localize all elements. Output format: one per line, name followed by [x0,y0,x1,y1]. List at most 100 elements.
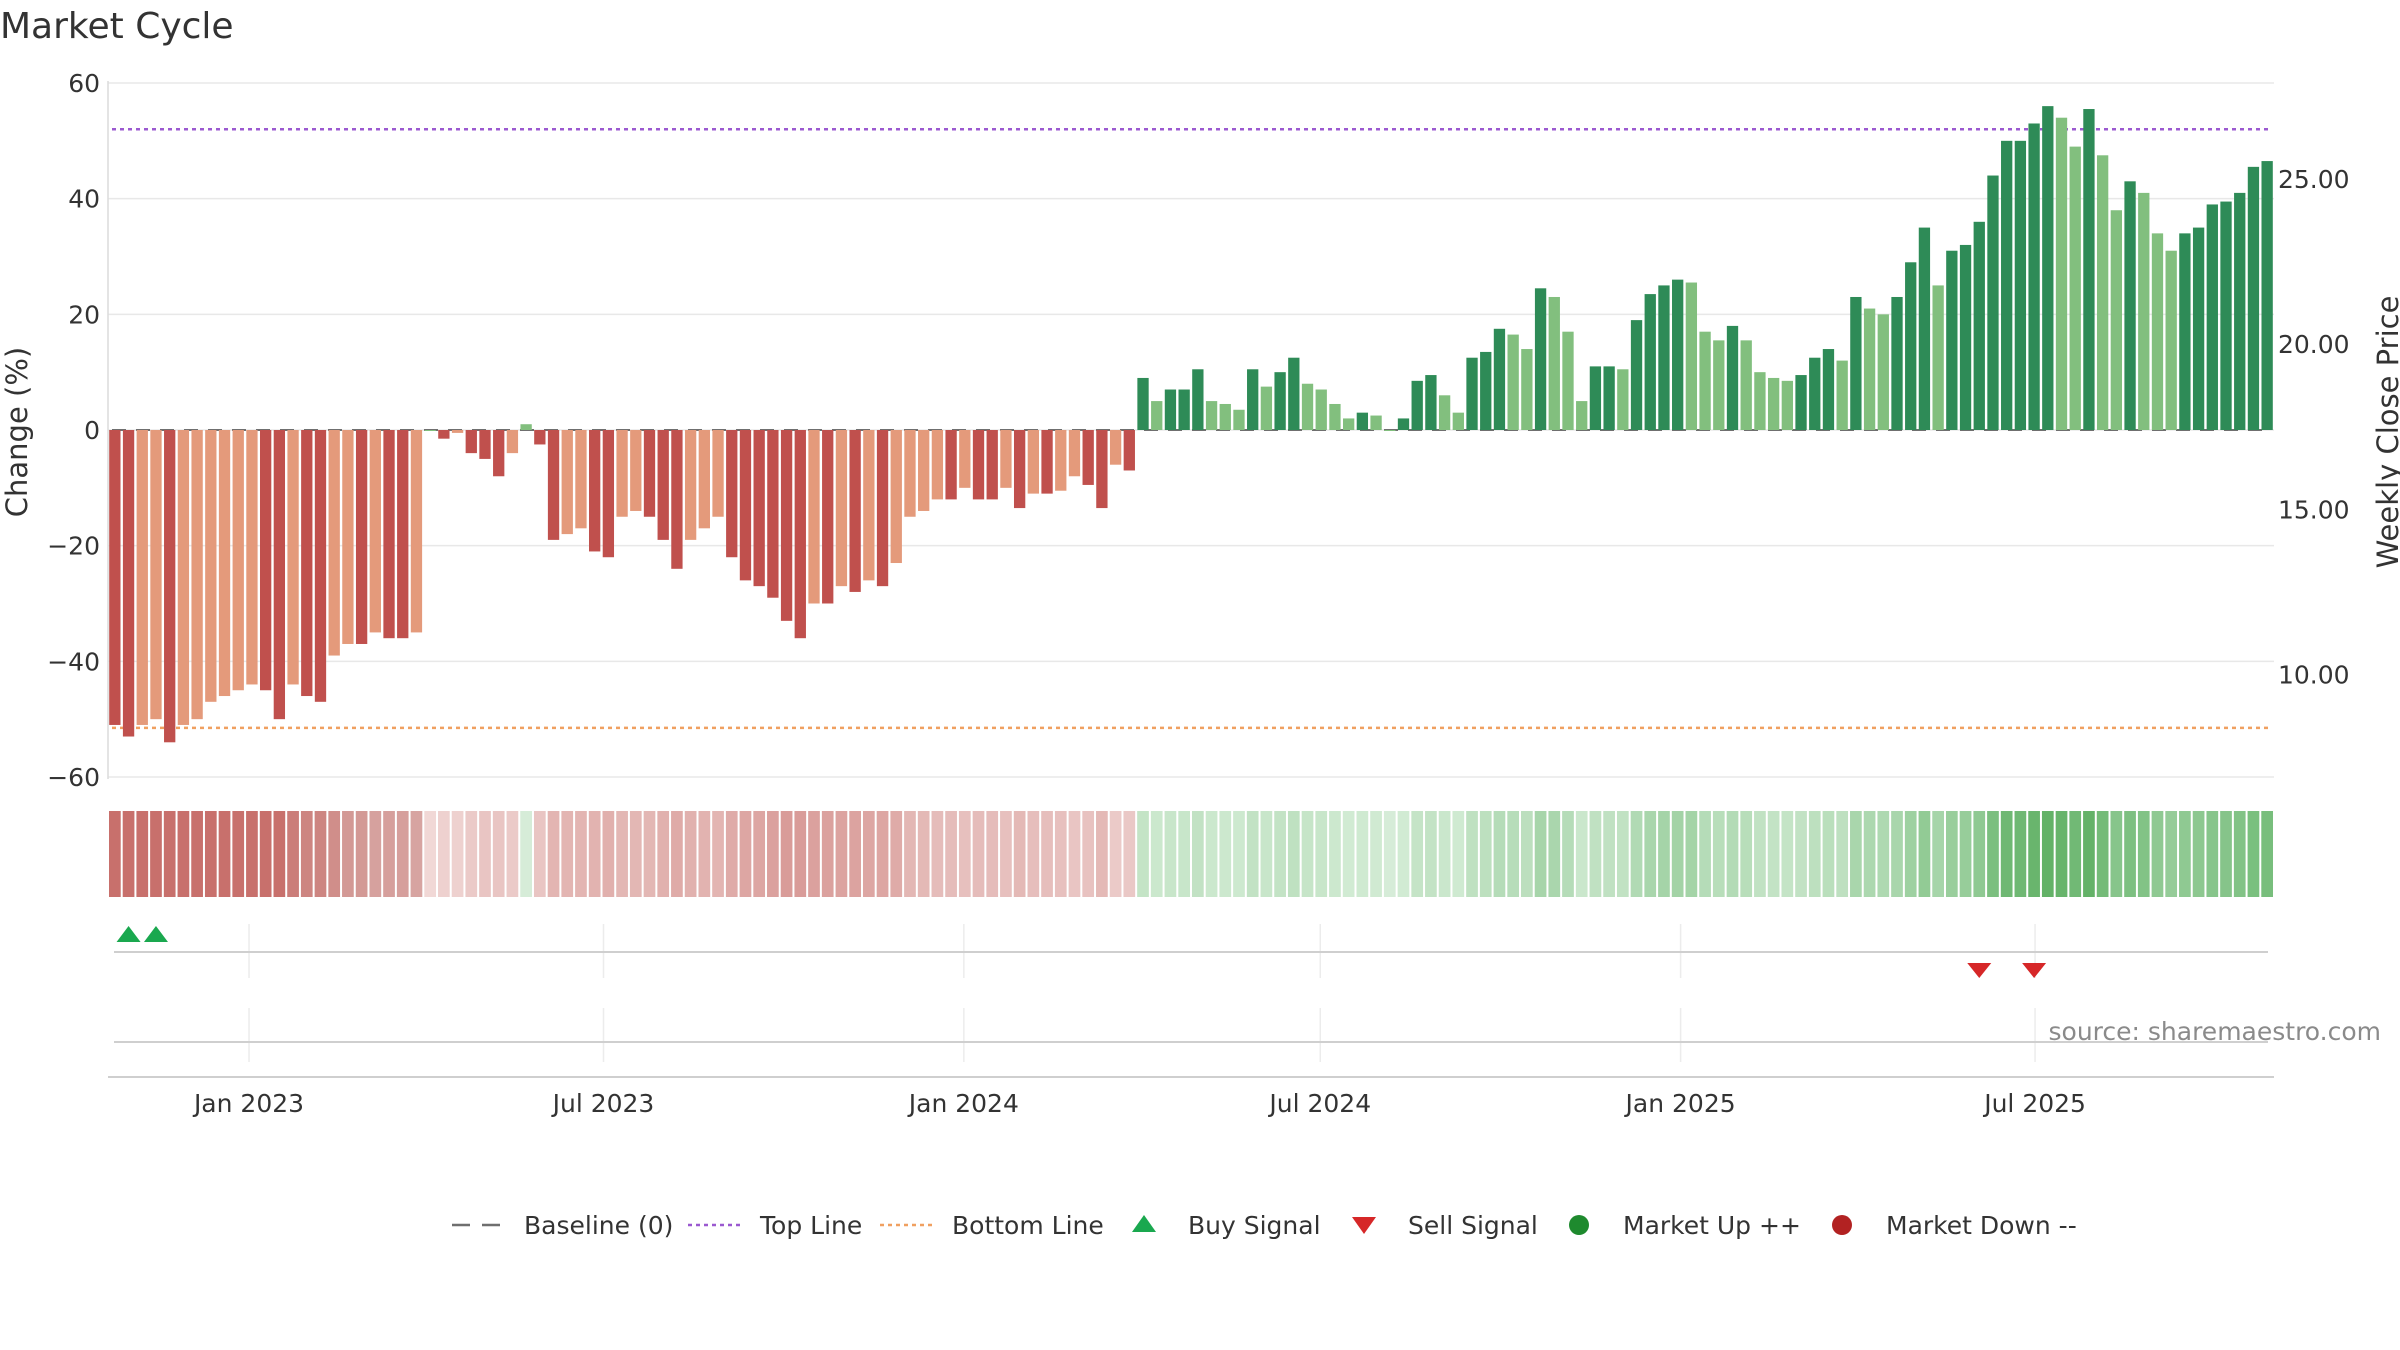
strip-cell [1630,811,1643,897]
change-bar [876,430,889,587]
change-bar [643,430,656,517]
strip-cell [163,811,176,897]
change-bar [2261,161,2273,430]
strip-cell [684,811,697,897]
change-bar [1713,340,1725,430]
strip-cell [1603,811,1615,897]
change-bar [602,430,615,558]
strip-cell [1644,811,1657,897]
change-bar [205,430,217,702]
change-bar [739,430,752,581]
strip-cell [232,811,245,897]
strip-cell [1123,811,1136,897]
strip-cell [1137,811,1149,897]
change-bar [890,430,902,564]
strip-cell [2233,811,2246,897]
change-bar [1644,294,1656,430]
strip-cell [1178,811,1190,897]
legend-item-buy: Buy Signal [1132,1211,1321,1240]
strip-cell [506,811,519,897]
strip-cell [1164,811,1177,897]
change-bar [2179,233,2191,430]
strip-cell [2261,811,2273,897]
change-bar [301,430,313,697]
strip-cell [1685,811,1698,897]
change-bar [451,430,464,433]
change-bar [575,430,587,529]
change-bar [822,430,834,604]
change-bar [616,430,628,517]
change-bar [1603,366,1615,430]
strip-cell [780,811,793,897]
change-bar [246,430,258,685]
change-bar [1562,331,1574,430]
change-bar [1370,415,1382,430]
change-bar [849,430,861,592]
change-bar [1493,328,1506,430]
strip-cell [2192,811,2205,897]
strip-cell [1726,811,1739,897]
strip-cell [575,811,587,897]
change-bar [1082,430,1094,485]
change-bar [150,430,162,720]
change-bar [671,430,683,569]
change-bar [355,430,368,644]
strip-cell [931,811,944,897]
change-bar [547,430,560,540]
strip-cell [958,811,971,897]
strip-cell [1534,811,1547,897]
change-bar [2042,106,2054,430]
change-bar [698,430,710,529]
strip-cell [2014,811,2027,897]
strip-cell [986,811,999,897]
change-bar [561,430,573,535]
strip-cell [1192,811,1204,897]
strip-cell [150,811,162,897]
strip-cell [547,811,560,897]
strip-cell [1287,811,1300,897]
change-bar [972,430,985,500]
strip-cell [739,811,752,897]
change-bar [1013,430,1026,509]
change-bar [1617,369,1629,430]
change-bar [2247,166,2260,430]
legend-item-bottom: Bottom Line [880,1211,1104,1240]
strip-cell [1027,811,1040,897]
change-bar [410,430,423,633]
strip-cell [1932,811,1944,897]
strip-cell [1781,811,1794,897]
strip-cell [890,811,903,897]
change-bar [314,430,327,702]
change-bar [1397,418,1410,430]
change-bar [2151,233,2164,430]
legend-swatch-down [1832,1215,1852,1235]
strip-cell [643,811,656,897]
strip-cell [191,811,203,897]
strip-cell [1082,811,1095,897]
change-bar [767,430,779,598]
y2-tick-label: 25.00 [2278,165,2350,194]
strip-cell [1301,811,1314,897]
strip-cell [2041,811,2054,897]
change-bar [630,430,642,511]
buy-signal-marker [116,926,141,942]
y-tick-label: −60 [47,763,100,792]
change-bar [753,430,765,587]
change-bar [342,430,354,644]
legend-label-baseline: Baseline (0) [524,1211,673,1240]
legend-item-down: Market Down -- [1832,1211,2077,1240]
change-bar [1918,227,1931,430]
strip-cell [1836,811,1849,897]
strip-cell [1521,811,1533,897]
x-tick-label: Jan 2023 [192,1089,304,1118]
strip-cell [520,811,532,897]
strip-cell [808,811,820,897]
strip-cell [1397,811,1410,897]
change-bar [684,430,697,540]
x-tick-label: Jul 2025 [1982,1089,2086,1118]
y2-tick-label: 10.00 [2278,661,2350,690]
y2-axis-ticks: 25.00 20.00 15.00 10.00 [2278,165,2350,690]
strip-cell [1466,811,1478,897]
strip-cell [1959,811,1972,897]
